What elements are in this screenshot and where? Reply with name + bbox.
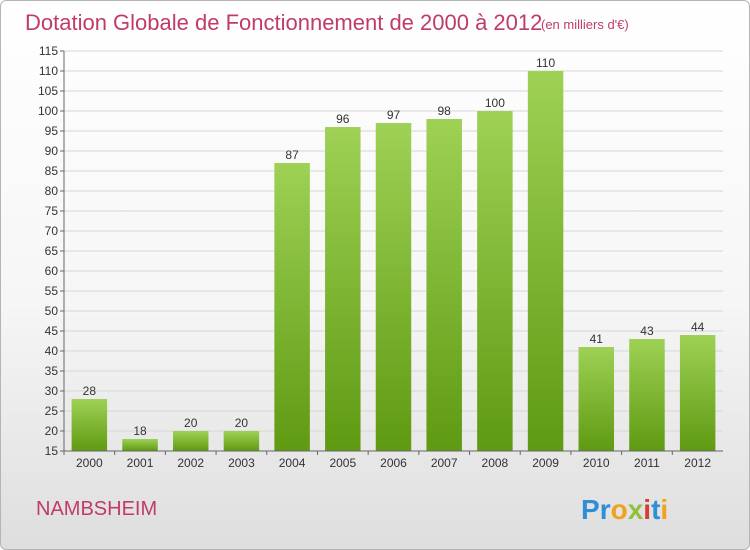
- x-axis: 2000 2001 2002 2003 2004 2005 2006 2007 2008 2009…: [63, 450, 723, 470]
- y-tick-label: 35: [45, 364, 59, 378]
- x-tick-label: 2009: [532, 456, 559, 470]
- value-label: 100: [485, 96, 505, 110]
- y-tick-label: 15: [45, 444, 59, 458]
- value-label: 28: [83, 384, 97, 398]
- y-tick-label: 110: [39, 64, 58, 78]
- value-label: 41: [590, 332, 604, 346]
- y-tick-label: 90: [45, 144, 59, 158]
- bar-2005: [325, 127, 361, 451]
- y-tick-label: 50: [45, 304, 59, 318]
- bar-2011: [629, 339, 665, 451]
- value-label: 44: [691, 320, 705, 334]
- x-tick-label: 2002: [177, 456, 204, 470]
- y-tick-label: 80: [45, 184, 59, 198]
- value-label: 87: [285, 148, 299, 162]
- value-label: 18: [133, 424, 147, 438]
- bar-2003: [223, 431, 260, 451]
- y-tick-label: 115: [39, 44, 58, 58]
- bar-2009: [527, 71, 564, 451]
- logo-letter: o: [611, 494, 628, 525]
- y-tick-label: 100: [38, 104, 58, 118]
- logo-letter: r: [600, 494, 611, 525]
- x-tick-label: 2004: [279, 456, 306, 470]
- proxiti-logo: Proxiti: [581, 494, 668, 525]
- bar-2010: [578, 347, 615, 451]
- value-label: 110: [536, 56, 555, 70]
- logo-letter: i: [643, 494, 651, 525]
- value-label: 98: [438, 104, 452, 118]
- value-label: 97: [387, 108, 401, 122]
- x-tick-label: 2001: [127, 456, 154, 470]
- logo-letter: i: [660, 494, 668, 525]
- y-axis: 15 20 25 30 35 40 45 50 55 60 65 70 75 80 85 90 95 100 105…: [38, 44, 65, 458]
- chart-subtitle: (en milliers d'€): [541, 17, 629, 32]
- bar-2001: [122, 439, 158, 451]
- bar-2002: [172, 431, 209, 451]
- chart-title: Dotation Globale de Fonctionnement de 20…: [25, 10, 542, 35]
- x-tick-label: 2003: [228, 456, 255, 470]
- bar-2012: [679, 335, 716, 451]
- x-tick-label: 2008: [482, 456, 509, 470]
- y-tick-label: 30: [45, 384, 59, 398]
- logo-letter: P: [581, 494, 600, 525]
- bar-2006: [375, 123, 412, 451]
- y-tick-label: 95: [45, 124, 59, 138]
- logo-letter: x: [628, 494, 644, 525]
- y-tick-label: 75: [45, 204, 59, 218]
- y-tick-label: 40: [45, 344, 59, 358]
- x-tick-label: 2010: [583, 456, 610, 470]
- x-tick-label: 2000: [76, 456, 103, 470]
- x-tick-label: 2011: [634, 456, 660, 470]
- y-tick-label: 65: [45, 244, 59, 258]
- y-tick-label: 70: [45, 224, 59, 238]
- value-label: 43: [640, 324, 654, 338]
- value-label: 20: [184, 416, 198, 430]
- x-tick-label: 2005: [329, 456, 356, 470]
- bar-2007: [426, 119, 462, 451]
- bars: 28 18 20 20 87 96 97 98 100 110 41 43 44: [71, 56, 716, 451]
- x-tick-label: 2012: [684, 456, 711, 470]
- y-tick-label: 25: [45, 404, 59, 418]
- y-tick-label: 85: [45, 164, 59, 178]
- bar-2000: [71, 399, 108, 451]
- x-tick-label: 2007: [431, 456, 458, 470]
- commune-name: NAMBSHEIM: [36, 498, 157, 520]
- x-tick-label: 2006: [380, 456, 407, 470]
- y-tick-label: 60: [45, 264, 59, 278]
- value-label: 96: [336, 112, 350, 126]
- bar-2004: [274, 163, 310, 451]
- bar-2008: [477, 111, 513, 451]
- y-tick-label: 105: [38, 84, 58, 98]
- value-label: 20: [235, 416, 249, 430]
- logo-letter: t: [651, 494, 660, 525]
- y-tick-label: 45: [45, 324, 59, 338]
- y-tick-label: 20: [45, 424, 59, 438]
- y-tick-label: 55: [45, 284, 59, 298]
